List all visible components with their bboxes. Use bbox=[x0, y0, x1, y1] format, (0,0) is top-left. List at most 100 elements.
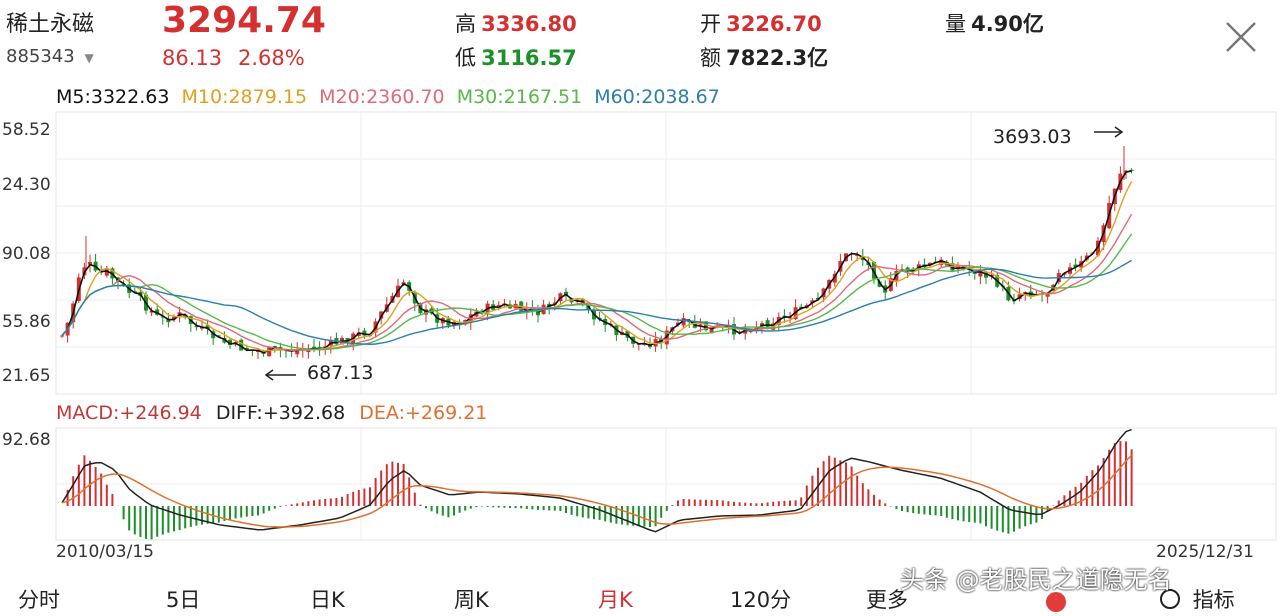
amount-label: 额 bbox=[700, 46, 721, 70]
ma5-line bbox=[61, 170, 1132, 354]
price-axis-label: 58.52 bbox=[2, 120, 51, 140]
candle-body bbox=[312, 346, 316, 348]
candle-body bbox=[832, 273, 837, 283]
tab-5day[interactable]: 5日 bbox=[166, 588, 201, 612]
high-arrow-icon bbox=[1094, 126, 1124, 138]
candle-body bbox=[961, 268, 966, 270]
low-annotation: 687.13 bbox=[307, 362, 374, 384]
candle-body bbox=[1096, 240, 1100, 256]
macd-value: MACD:+246.94 bbox=[56, 402, 202, 424]
tab-indicators-label: 指标 bbox=[1192, 588, 1235, 612]
ma-legend: M5:3322.63 M10:2879.15 M20:2360.70 M30:2… bbox=[56, 86, 720, 108]
candle-body bbox=[704, 321, 708, 331]
candle-body bbox=[1129, 169, 1134, 171]
watermark: 头条 @老股民之道隐无名 bbox=[900, 566, 1172, 594]
candle-body bbox=[362, 330, 367, 336]
candle-body bbox=[877, 281, 882, 287]
open-value: 3226.70 bbox=[726, 12, 822, 36]
kline-chart[interactable] bbox=[0, 0, 1280, 578]
moving-average-lines bbox=[61, 170, 1133, 354]
candle-body bbox=[60, 335, 64, 337]
candle-body bbox=[737, 331, 742, 333]
diff-line bbox=[61, 428, 1132, 533]
candle-body bbox=[104, 269, 109, 276]
candle-body bbox=[765, 320, 770, 327]
candle-body bbox=[978, 270, 983, 277]
ma5-value: M5:3322.63 bbox=[56, 86, 170, 108]
amount-value: 7822.3亿 bbox=[726, 46, 829, 70]
ma20-line bbox=[61, 213, 1133, 352]
tab-intraday[interactable]: 分时 bbox=[18, 588, 60, 612]
price-change: 86.13 bbox=[162, 46, 223, 70]
macd-axis-label: 92.68 bbox=[2, 430, 51, 450]
open-label: 开 bbox=[700, 12, 721, 36]
candle-body bbox=[709, 327, 714, 334]
candle-body bbox=[244, 348, 249, 351]
candle-body bbox=[356, 332, 361, 337]
start-date: 2010/03/15 bbox=[56, 542, 154, 562]
candle-body bbox=[149, 310, 154, 313]
tab-indicators[interactable]: 指标 bbox=[1160, 584, 1235, 614]
ma10-value: M10:2879.15 bbox=[181, 86, 308, 108]
dropdown-caret-icon: ▼ bbox=[84, 51, 94, 65]
close-button[interactable] bbox=[1222, 18, 1260, 56]
period-tab-bar: 分时 5日 日K 周K 月K 120分 更多 指标 bbox=[0, 578, 1280, 616]
low-label: 低 bbox=[455, 46, 476, 70]
volume-value: 4.90亿 bbox=[971, 12, 1044, 36]
candle-body bbox=[855, 254, 860, 256]
candle-body bbox=[1073, 264, 1078, 268]
candle-body bbox=[88, 262, 92, 265]
macd-lines bbox=[61, 428, 1133, 533]
close-icon bbox=[1226, 22, 1256, 52]
high-annotation: 3693.03 bbox=[993, 126, 1072, 148]
amount-stat: 额 7822.3亿 bbox=[700, 42, 828, 72]
dea-value: DEA:+269.21 bbox=[359, 402, 488, 424]
candle-body bbox=[205, 325, 210, 330]
stock-code-selector[interactable]: 885343 ▼ bbox=[6, 46, 94, 67]
candle-body bbox=[939, 259, 944, 265]
stock-name: 稀土永磁 bbox=[6, 12, 95, 37]
tab-daily[interactable]: 日K bbox=[310, 588, 345, 612]
dea-line bbox=[61, 454, 1133, 528]
price-axis-label: 55.86 bbox=[2, 312, 51, 332]
price-axis-label: 21.65 bbox=[2, 366, 51, 386]
ma60-line bbox=[61, 259, 1132, 346]
indicator-icon bbox=[1160, 589, 1180, 609]
tab-weekly[interactable]: 周K bbox=[454, 588, 489, 612]
tab-monthly[interactable]: 月K bbox=[598, 588, 633, 612]
price-change-pct: 2.68% bbox=[238, 46, 305, 70]
volume-label: 量 bbox=[945, 12, 966, 36]
candle-body bbox=[698, 324, 703, 326]
candle-body bbox=[984, 272, 988, 278]
tab-120min[interactable]: 120分 bbox=[730, 588, 792, 612]
high-stat: 高 3336.80 bbox=[455, 8, 577, 38]
candle-body bbox=[267, 347, 272, 357]
ma20-value: M20:2360.70 bbox=[319, 86, 445, 108]
candle-body bbox=[194, 326, 199, 328]
end-date: 2025/12/31 bbox=[1156, 542, 1254, 562]
low-arrow-icon bbox=[264, 369, 296, 381]
high-value: 3336.80 bbox=[481, 12, 577, 36]
candle-body bbox=[681, 318, 686, 326]
high-label: 高 bbox=[455, 12, 476, 36]
candle-body bbox=[172, 317, 176, 320]
candle-body bbox=[676, 322, 680, 325]
candle-body bbox=[1045, 292, 1050, 297]
ma30-value: M30:2167.51 bbox=[456, 86, 583, 108]
candle-body bbox=[748, 331, 753, 333]
ma30-line bbox=[61, 233, 1133, 351]
stock-code: 885343 bbox=[6, 46, 75, 67]
low-value: 3116.57 bbox=[481, 46, 577, 70]
record-dot-icon bbox=[1046, 592, 1066, 612]
candle-body bbox=[256, 351, 260, 353]
diff-value: DIFF:+392.68 bbox=[215, 402, 346, 424]
price-axis-label: 24.30 bbox=[2, 175, 51, 195]
tab-more[interactable]: 更多 bbox=[866, 584, 908, 614]
ma10-line bbox=[61, 181, 1133, 352]
open-stat: 开 3226.70 bbox=[700, 8, 822, 38]
candle-body bbox=[166, 319, 171, 323]
candle-body bbox=[496, 304, 501, 308]
ma60-value: M60:2038.67 bbox=[594, 86, 720, 108]
candlestick-series bbox=[60, 146, 1134, 359]
tab-more-label: 更多 bbox=[866, 588, 908, 612]
